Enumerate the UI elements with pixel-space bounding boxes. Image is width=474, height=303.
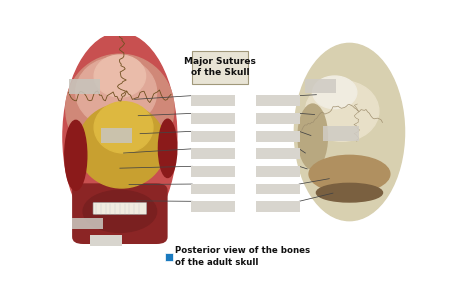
FancyBboxPatch shape (256, 131, 300, 142)
Text: Major Sutures
of the Skull: Major Sutures of the Skull (184, 57, 256, 78)
Ellipse shape (294, 43, 405, 221)
FancyBboxPatch shape (192, 51, 248, 84)
FancyBboxPatch shape (165, 253, 173, 261)
Ellipse shape (309, 155, 390, 193)
Ellipse shape (65, 120, 87, 190)
FancyBboxPatch shape (191, 201, 235, 211)
Ellipse shape (76, 57, 156, 127)
FancyBboxPatch shape (93, 202, 146, 215)
FancyBboxPatch shape (69, 79, 100, 94)
Ellipse shape (298, 104, 328, 169)
FancyBboxPatch shape (101, 128, 132, 143)
FancyBboxPatch shape (256, 201, 300, 211)
Ellipse shape (316, 183, 383, 202)
FancyBboxPatch shape (256, 95, 300, 106)
FancyBboxPatch shape (191, 148, 235, 159)
FancyBboxPatch shape (73, 218, 102, 228)
Ellipse shape (313, 76, 357, 109)
Ellipse shape (94, 55, 146, 97)
Ellipse shape (63, 33, 177, 241)
Ellipse shape (158, 119, 177, 178)
Ellipse shape (78, 104, 166, 188)
FancyBboxPatch shape (191, 184, 235, 194)
FancyBboxPatch shape (256, 184, 300, 194)
FancyBboxPatch shape (90, 235, 122, 246)
Ellipse shape (66, 54, 174, 163)
FancyBboxPatch shape (256, 148, 300, 159)
Ellipse shape (305, 81, 379, 141)
Ellipse shape (83, 190, 156, 232)
FancyBboxPatch shape (191, 166, 235, 177)
Text: Posterior view of the bones
of the adult skull: Posterior view of the bones of the adult… (175, 246, 310, 267)
FancyBboxPatch shape (72, 183, 168, 244)
Ellipse shape (94, 102, 153, 153)
FancyBboxPatch shape (256, 166, 300, 177)
FancyBboxPatch shape (256, 113, 300, 124)
FancyBboxPatch shape (323, 126, 359, 141)
FancyBboxPatch shape (191, 131, 235, 142)
FancyBboxPatch shape (305, 79, 336, 93)
FancyBboxPatch shape (191, 95, 235, 106)
FancyBboxPatch shape (191, 113, 235, 124)
